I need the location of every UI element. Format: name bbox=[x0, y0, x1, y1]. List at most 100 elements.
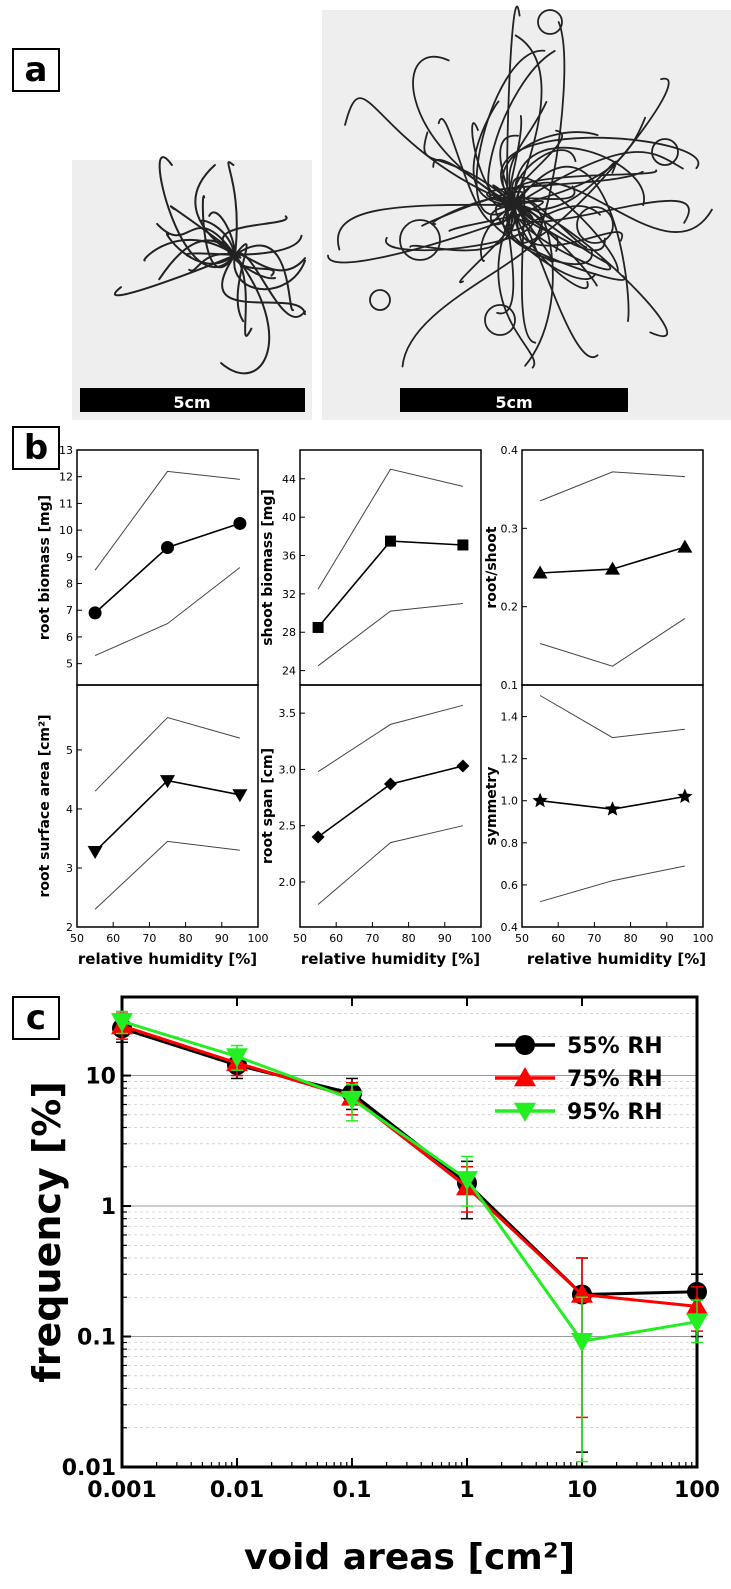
root-strand bbox=[513, 199, 690, 224]
bound-line bbox=[94, 840, 240, 910]
root-strand bbox=[234, 244, 295, 312]
root-strand bbox=[327, 200, 544, 264]
root-strand bbox=[200, 219, 236, 256]
root-strand bbox=[234, 243, 248, 323]
root-strand bbox=[220, 254, 271, 375]
y-tick-label: 0.01 bbox=[62, 1456, 116, 1481]
root-loop bbox=[369, 289, 391, 311]
y-tick-label: 3 bbox=[66, 862, 73, 875]
x-tick-label: 50 bbox=[70, 932, 84, 945]
root-strand bbox=[165, 232, 236, 265]
photo-left-background bbox=[72, 160, 312, 420]
data-point-triangle-down bbox=[111, 1013, 133, 1033]
mean-line bbox=[94, 779, 241, 852]
y-tick-label: 9 bbox=[66, 551, 73, 564]
markers bbox=[311, 759, 470, 844]
x-tick-label: 50 bbox=[515, 932, 529, 945]
x-tick-label: 1 bbox=[459, 1478, 474, 1503]
x-axis-label: relative humidity [%] bbox=[78, 950, 257, 968]
y-tick-label: 0.4 bbox=[501, 444, 519, 457]
legend-label: 75% RH bbox=[567, 1067, 663, 1092]
series-line bbox=[121, 1024, 698, 1308]
x-tick-label: 90 bbox=[660, 932, 674, 945]
y-tick-label: 28 bbox=[282, 626, 296, 639]
root-strand bbox=[508, 204, 601, 232]
plot-frame bbox=[120, 995, 699, 1469]
y-tick-label: 6 bbox=[66, 631, 73, 644]
series-2 bbox=[111, 1010, 708, 1463]
subplot-3: 2 3 4 5 50 60 70 80 90 100 relative humidity [%] ro… bbox=[37, 684, 269, 968]
markers bbox=[87, 775, 248, 859]
y-tick-label: 1.4 bbox=[501, 711, 519, 724]
series-line bbox=[121, 1019, 698, 1343]
data-point-circle bbox=[88, 606, 102, 620]
mean-line bbox=[317, 765, 464, 838]
root-strand bbox=[194, 164, 236, 256]
y-tick-label: 0.3 bbox=[501, 522, 519, 535]
y-tick-label: 0.1 bbox=[501, 679, 519, 692]
data-point-triangle-down bbox=[160, 775, 175, 789]
root-photos-panel: 5cm 5cm bbox=[0, 0, 731, 425]
data-point-star bbox=[604, 801, 621, 816]
x-tick-label: 100 bbox=[674, 1478, 720, 1503]
root-strand bbox=[514, 204, 555, 263]
bound-line bbox=[94, 716, 241, 792]
data-point-square bbox=[457, 539, 469, 551]
root-strand bbox=[497, 204, 536, 369]
legend-label: 95% RH bbox=[567, 1100, 663, 1125]
y-tick-label: 12 bbox=[59, 471, 73, 484]
x-tick-label: 0.001 bbox=[87, 1478, 157, 1503]
root-strand bbox=[514, 160, 618, 211]
y-tick-label: 10 bbox=[59, 524, 73, 537]
plot-frame bbox=[299, 684, 482, 928]
x-tick-label: 10 bbox=[567, 1478, 598, 1503]
bound-line bbox=[317, 825, 464, 905]
data-point-square bbox=[385, 535, 396, 547]
legend-label: 55% RH bbox=[567, 1034, 663, 1059]
y-tick-label: 3.0 bbox=[279, 763, 297, 776]
root-strand bbox=[502, 204, 593, 266]
legend: 55% RH 75% RH 95% RH bbox=[495, 1034, 663, 1125]
y-tick-label: 4 bbox=[66, 803, 73, 816]
y-tick-label: 36 bbox=[282, 550, 296, 563]
data-point-triangle-down bbox=[686, 1313, 708, 1333]
data-point-star bbox=[532, 792, 548, 808]
scale-label-right: 5cm bbox=[495, 393, 532, 412]
panel-label-a: a bbox=[12, 48, 60, 92]
data-point-triangle-down bbox=[232, 789, 248, 803]
x-tick-label: 60 bbox=[106, 932, 120, 945]
x-tick-label: 90 bbox=[215, 932, 229, 945]
bound-line bbox=[539, 695, 685, 739]
x-tick-label: 60 bbox=[551, 932, 565, 945]
y-axis-label: frequency [%] bbox=[25, 1081, 69, 1382]
subplot-4: 2.0 2.5 3.0 3.5 50 60 70 80 90 100 relative humidi… bbox=[260, 684, 492, 968]
root-loop bbox=[651, 138, 679, 166]
data-point-triangle-down bbox=[571, 1332, 593, 1353]
root-strand bbox=[156, 222, 236, 256]
y-tick-label: 13 bbox=[59, 444, 73, 457]
y-tick-label: 2 bbox=[66, 921, 73, 934]
y-tick-label: 40 bbox=[282, 511, 296, 524]
root-strand bbox=[472, 100, 516, 206]
data-point-star bbox=[677, 788, 693, 803]
root-strand bbox=[511, 176, 619, 273]
data-point-circle bbox=[233, 516, 247, 530]
root-loop bbox=[576, 206, 614, 244]
root-strand bbox=[221, 254, 306, 316]
plot-frame bbox=[299, 449, 482, 686]
y-tick-label: 7 bbox=[66, 604, 73, 617]
subplot-5: 0.4 0.6 0.8 1.0 1.2 1.4 50 60 70 80 90 100 relative … bbox=[484, 684, 714, 968]
root-strand bbox=[500, 136, 700, 206]
root-photo-left bbox=[114, 156, 306, 375]
x-tick-label: 80 bbox=[179, 932, 193, 945]
bound-line bbox=[317, 603, 463, 667]
root-loop bbox=[537, 9, 563, 35]
y-tick-label: 2.5 bbox=[279, 820, 297, 833]
data-point-triangle-down bbox=[87, 845, 103, 859]
markers bbox=[532, 788, 693, 816]
plot-frame bbox=[76, 449, 259, 686]
root-strand bbox=[401, 204, 543, 368]
y-tick-label: 0.6 bbox=[501, 879, 519, 892]
bound-line bbox=[94, 567, 241, 657]
